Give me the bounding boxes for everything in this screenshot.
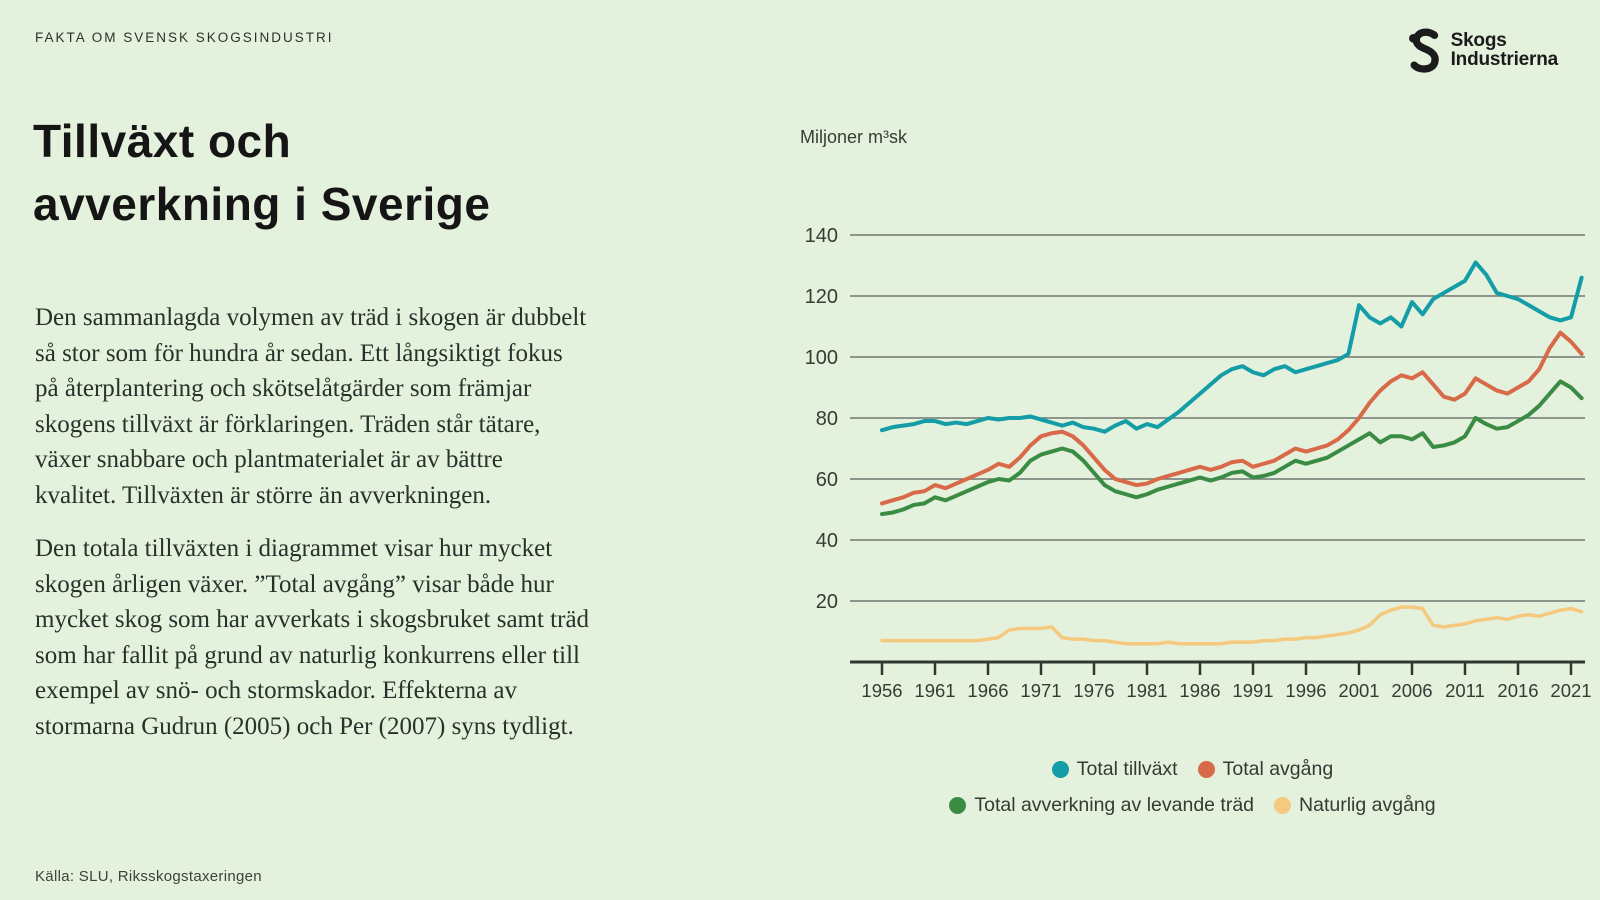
legend-label: Total avverkning av levande träd xyxy=(974,794,1255,816)
body-paragraph-2: Den totala tillväxten i diagrammet visar… xyxy=(35,535,590,740)
legend-item: Total avgång xyxy=(1197,753,1334,786)
x-tick-label-2011: 2011 xyxy=(1445,680,1485,701)
x-tick-label-1976: 1976 xyxy=(1073,680,1114,701)
x-tick-label-2021: 2021 xyxy=(1550,680,1591,701)
legend-row: Total tillväxt Total avgång xyxy=(790,753,1595,789)
skogsindustrierna-logo-icon xyxy=(1408,28,1439,73)
growth-harvest-chart: Miljoner m³sk 20 40 60 80 100 120 140 1956 1961 1… xyxy=(790,105,1595,900)
y-tick-label-120: 120 xyxy=(805,286,838,308)
legend-item: Total avverkning av levande träd xyxy=(949,789,1254,822)
growth-chart-svg: 20 40 60 80 100 120 140 1956 1961 1966 1971 1976 198… xyxy=(805,225,1592,701)
series-line-1 xyxy=(880,330,1584,506)
legend-dot-icon xyxy=(1051,761,1069,778)
source-note: Källa: SLU, Riksskogstaxeringen xyxy=(35,868,262,885)
y-tick-label-100: 100 xyxy=(805,347,838,369)
y-tick-label-20: 20 xyxy=(816,591,838,613)
x-tick-label-1956: 1956 xyxy=(861,680,902,701)
x-tick-label-2016: 2016 xyxy=(1497,680,1538,701)
legend-item: Total tillväxt xyxy=(1051,753,1178,786)
y-tick-label-60: 60 xyxy=(816,469,838,491)
y-tick-label-140: 140 xyxy=(805,225,838,247)
body-paragraph-1: Den sammanlagda volymen av träd i skogen… xyxy=(35,304,587,509)
y-tick-label-40: 40 xyxy=(816,530,838,552)
series-line-3 xyxy=(880,605,1584,646)
legend-item: Naturlig avgång xyxy=(1274,789,1436,822)
y-tick-label-80: 80 xyxy=(816,408,838,430)
series-line-2 xyxy=(880,379,1584,517)
x-tick-label-1971: 1971 xyxy=(1020,680,1061,701)
legend-dot-icon xyxy=(949,797,967,814)
x-tick-label-1961: 1961 xyxy=(914,680,955,701)
legend-label: Total avgång xyxy=(1222,758,1334,780)
x-tick-label-2001: 2001 xyxy=(1338,680,1379,701)
chart-unit-label: Miljoner m³sk xyxy=(800,127,908,147)
logo: Skogs Industrierna xyxy=(1406,26,1558,74)
legend-label: Naturlig avgång xyxy=(1299,794,1436,816)
x-tick-label-1991: 1991 xyxy=(1232,680,1273,701)
x-tick-label-1966: 1966 xyxy=(967,680,1008,701)
x-tick-label-1996: 1996 xyxy=(1285,680,1326,701)
logo-line-2: Industrierna xyxy=(1450,49,1559,70)
x-tick-label-1981: 1981 xyxy=(1126,680,1167,701)
logo-wordmark: Skogs Industrierna xyxy=(1450,30,1559,70)
legend-dot-icon xyxy=(1197,761,1215,778)
x-tick-label-1986: 1986 xyxy=(1179,680,1220,701)
logo-line-1: Skogs xyxy=(1450,30,1507,51)
series-line-0 xyxy=(880,260,1584,434)
eyebrow-label: FAKTA OM SVENSK SKOGSINDUSTRI xyxy=(35,30,334,45)
chart-legend: Total tillväxt Total avgång Total avverkni… xyxy=(790,753,1595,825)
legend-dot-icon xyxy=(1274,797,1292,814)
legend-label: Total tillväxt xyxy=(1076,758,1178,780)
legend-row: Total avverkning av levande träd Naturlig… xyxy=(790,789,1595,825)
page-title: Tillväxt och avverkning i Sverige xyxy=(33,115,491,230)
x-tick-label-2006: 2006 xyxy=(1391,680,1432,701)
